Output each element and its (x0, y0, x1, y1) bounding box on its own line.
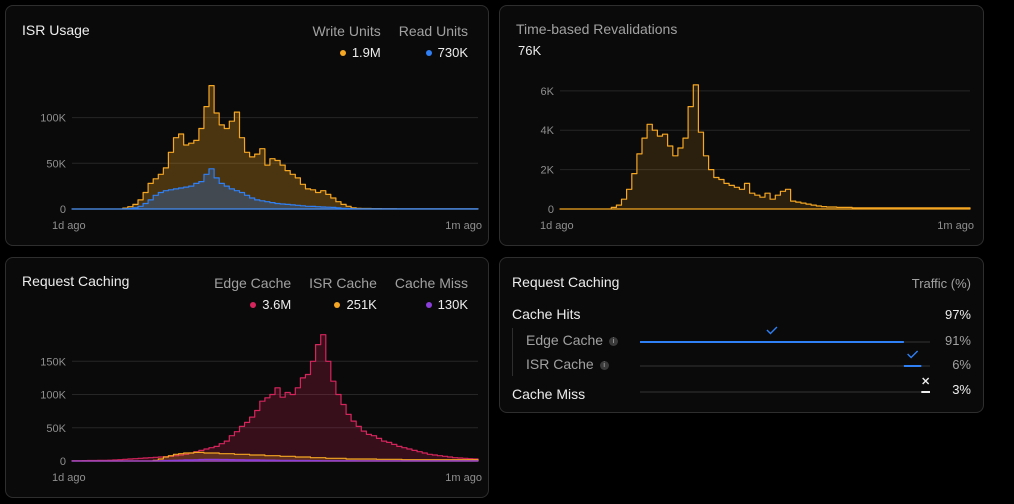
x-tick-label: 1m ago (445, 472, 482, 484)
row-cache-miss-label: Cache Miss (512, 386, 586, 402)
revalidations-total: 76K (518, 43, 542, 58)
x-tick-label: 1m ago (445, 220, 482, 232)
legend-read-units[interactable]: Read Units 730K (398, 23, 468, 60)
check-icon (907, 350, 919, 359)
row-edge-cache-label: Edge Cache (526, 332, 604, 348)
legend-edge-cache[interactable]: Edge Cache 3.6M (214, 275, 292, 312)
request-caching-legend: Edge Cache 3.6M ISR Cache 251K Cache Mis… (214, 274, 468, 314)
y-tick-label: 100K (40, 113, 66, 125)
isr-cache-dot (334, 302, 341, 308)
series-write-units (71, 85, 479, 210)
read-units-dot (425, 50, 432, 56)
write-units-dot (339, 50, 346, 56)
info-icon[interactable]: i (599, 360, 609, 370)
isr-usage-card: ISR Usage Write Units 1.9M Read Units 73… (5, 5, 489, 246)
x-tick-label: 1d ago (52, 220, 86, 232)
edge-cache-dot (250, 302, 257, 308)
legend-isr-cache[interactable]: ISR Cache 251K (309, 275, 377, 312)
request-caching-table-card: Request Caching Traffic (%) Cache Hits 9… (499, 257, 984, 413)
check-icon (766, 326, 778, 335)
series-edge-cache (71, 334, 479, 462)
row-edge-cache: Edge Cache i (526, 332, 619, 348)
row-cache-miss-value: 3% (952, 382, 971, 397)
request-caching-chart[interactable]: 0 50K 100K 150K 1d ago 1m ago (6, 258, 490, 499)
row-cache-hits-label: Cache Hits (512, 306, 581, 322)
y-tick-label: 0 (60, 204, 66, 216)
x-icon (922, 377, 930, 385)
request-caching-table-title: Request Caching (512, 274, 620, 290)
series-cache-miss (71, 458, 479, 462)
info-icon[interactable]: i (609, 336, 619, 346)
y-tick-label: 100K (40, 390, 66, 402)
y-tick-label: 0 (60, 456, 66, 468)
isr-usage-chart[interactable]: 0 50K 100K 1d ago 1m ago (6, 6, 490, 247)
y-tick-label: 150K (40, 356, 66, 368)
traffic-bars (640, 326, 930, 393)
revalidations-title: Time-based Revalidations (516, 21, 678, 37)
y-tick-label: 2K (541, 165, 555, 177)
traffic-column-header: Traffic (%) (911, 276, 971, 291)
x-tick-label: 1d ago (540, 220, 574, 232)
series-read-units (71, 168, 479, 210)
isr-usage-title: ISR Usage (22, 22, 90, 38)
series-time-based-revalidations (559, 84, 971, 210)
row-edge-cache-value: 91% (944, 333, 971, 348)
y-tick-label: 4K (541, 125, 555, 137)
tree-line (512, 328, 513, 376)
revalidations-chart[interactable]: 0 2K 4K 6K 1d ago 1m ago (500, 6, 985, 247)
y-tick-label: 0 (548, 204, 554, 216)
x-tick-label: 1d ago (52, 472, 86, 484)
row-isr-cache-value: 6% (952, 357, 971, 372)
y-tick-label: 50K (46, 158, 66, 170)
row-isr-cache: ISR Cache i (526, 356, 609, 372)
legend-write-units[interactable]: Write Units 1.9M (312, 23, 381, 60)
row-cache-hits-value: 97% (944, 307, 971, 322)
x-tick-label: 1m ago (937, 220, 974, 232)
y-tick-label: 6K (541, 86, 555, 98)
row-cache-hits: Cache Hits (512, 306, 580, 322)
legend-cache-miss[interactable]: Cache Miss 130K (394, 275, 468, 312)
y-tick-label: 50K (46, 423, 66, 435)
row-isr-cache-label: ISR Cache (526, 356, 594, 372)
isr-usage-legend: Write Units 1.9M Read Units 730K (313, 22, 468, 62)
request-caching-chart-title: Request Caching (22, 273, 130, 289)
revalidations-card: Time-based Revalidations 76K 0 2K 4K 6K 1d a… (499, 5, 984, 246)
request-caching-chart-card: Request Caching Edge Cache 3.6M ISR Cach… (5, 257, 489, 498)
row-cache-miss: Cache Miss (512, 386, 585, 402)
cache-miss-dot (425, 302, 432, 308)
